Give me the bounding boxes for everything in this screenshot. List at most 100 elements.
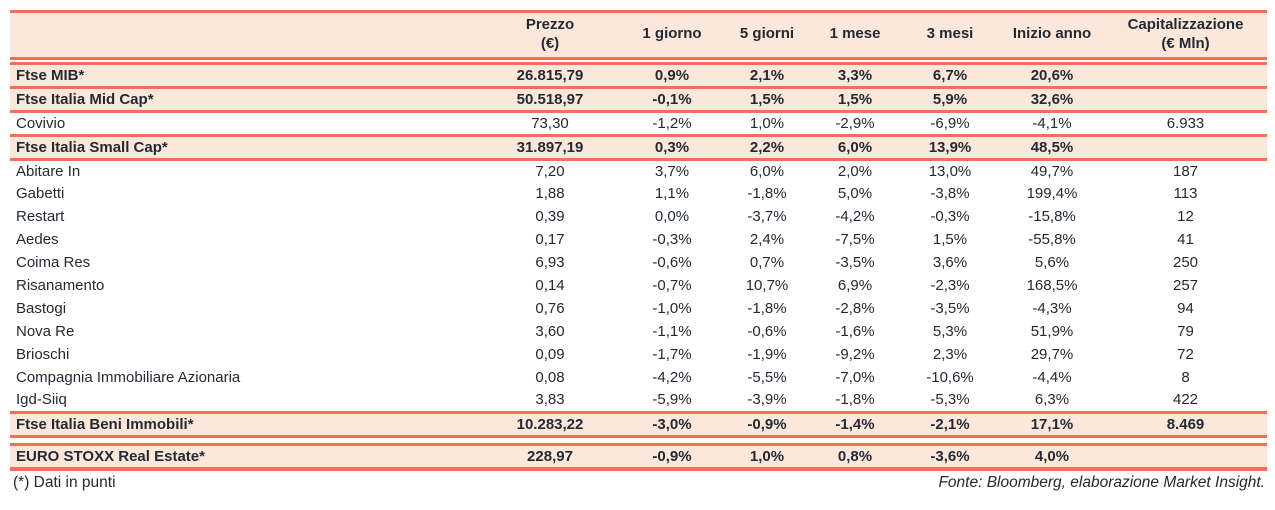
cell-m1: -2,9% bbox=[835, 114, 875, 132]
column-header-sublabel: (€ Mln) bbox=[1161, 34, 1210, 52]
cell-m1: 6,9% bbox=[837, 277, 873, 294]
cell-cap: 94 bbox=[1177, 300, 1194, 317]
cell-name: Brioschi bbox=[16, 346, 70, 363]
stock-row: Aedes 0,17 -0,3% 2,4% -7,5% 1,5% -55,8% 41 bbox=[10, 228, 1267, 251]
cell-cap: 12 bbox=[1177, 208, 1194, 225]
cell-g5: 1,0% bbox=[749, 114, 785, 132]
cell-prezzo: 0,17 bbox=[535, 231, 565, 248]
cell-m3: -3,5% bbox=[930, 300, 970, 317]
cell-name: Igd-Siiq bbox=[16, 391, 67, 409]
cell-m3: 5,3% bbox=[932, 323, 968, 340]
cell-prezzo: 1,88 bbox=[535, 185, 565, 202]
column-header-5-giorni: 5 giorni bbox=[724, 12, 810, 59]
column-header-label: 1 giorno bbox=[642, 25, 702, 43]
cell-name: Ftse MIB* bbox=[16, 66, 85, 84]
cell-m3: 13,0% bbox=[928, 162, 972, 180]
cell-cap bbox=[1104, 444, 1267, 469]
cell-g1: 1,1% bbox=[654, 185, 690, 202]
cell-m1: -1,6% bbox=[835, 323, 875, 340]
column-header-label: 5 giorni bbox=[739, 25, 795, 43]
cell-m1: 0,8% bbox=[837, 447, 873, 465]
cell-g1: -1,0% bbox=[652, 300, 692, 317]
cell-ytd: 20,6% bbox=[1030, 66, 1074, 84]
cell-m3: 2,3% bbox=[932, 346, 968, 363]
cell-m1: 2,0% bbox=[837, 162, 873, 180]
cell-m3: 6,7% bbox=[932, 66, 968, 84]
cell-prezzo: 50.518,97 bbox=[516, 90, 584, 108]
cell-g1: -0,1% bbox=[652, 90, 692, 108]
cell-m3: -2,3% bbox=[930, 277, 970, 294]
stock-row: Abitare In 7,20 3,7% 6,0% 2,0% 13,0% 49,7% 187 bbox=[10, 159, 1267, 182]
header-spacer bbox=[10, 58, 1267, 63]
column-header-capitalizzazione: Capitalizzazione (€ Mln) bbox=[1104, 12, 1267, 59]
cell-g5: -1,8% bbox=[747, 300, 787, 317]
cell-cap: 113 bbox=[1173, 185, 1198, 202]
cell-m3: -3,8% bbox=[930, 185, 970, 202]
cell-g5: 10,7% bbox=[745, 277, 789, 294]
cell-prezzo: 0,39 bbox=[535, 208, 565, 225]
cell-m3: -2,1% bbox=[930, 415, 970, 433]
source-attribution: Fonte: Bloomberg, elaborazione Market In… bbox=[938, 473, 1265, 491]
cell-name: EURO STOXX Real Estate* bbox=[16, 447, 205, 465]
cell-m1: 5,0% bbox=[837, 185, 873, 202]
cell-m3: 5,9% bbox=[932, 90, 968, 108]
stock-row: Risanamento 0,14 -0,7% 10,7% 6,9% -2,3% 168,5%… bbox=[10, 274, 1267, 297]
stock-row: Brioschi 0,09 -1,7% -1,9% -9,2% 2,3% 29,7% 72 bbox=[10, 343, 1267, 366]
column-header-inizio-anno: Inizio anno bbox=[1000, 12, 1104, 59]
index-row: Ftse Italia Beni Immobili* 10.283,22 -3,0%… bbox=[10, 412, 1267, 436]
cell-prezzo: 3,60 bbox=[535, 323, 565, 340]
cell-m1: 3,3% bbox=[837, 66, 873, 84]
cell-g5: 2,1% bbox=[749, 66, 785, 84]
cell-cap bbox=[1104, 87, 1267, 111]
cell-prezzo: 10.283,22 bbox=[516, 415, 584, 433]
cell-ytd: 49,7% bbox=[1030, 162, 1074, 180]
cell-m1: -1,4% bbox=[835, 415, 875, 433]
cell-m3: 1,5% bbox=[932, 231, 968, 248]
cell-name: Ftse Italia Mid Cap* bbox=[16, 90, 154, 108]
cell-name: Risanamento bbox=[16, 277, 105, 294]
cell-m1: -2,8% bbox=[835, 300, 875, 317]
cell-cap: 72 bbox=[1177, 346, 1194, 363]
cell-ytd: 17,1% bbox=[1030, 415, 1074, 433]
cell-prezzo: 0,09 bbox=[535, 346, 565, 363]
column-header-prezzo: Prezzo (€) bbox=[480, 12, 620, 59]
cell-g1: 3,7% bbox=[654, 162, 690, 180]
cell-name: Compagnia Immobiliare Azionaria bbox=[16, 369, 241, 386]
cell-m3: -6,9% bbox=[930, 114, 970, 132]
cell-m1: -7,5% bbox=[835, 231, 875, 248]
cell-g1: 0,9% bbox=[654, 66, 690, 84]
cell-ytd: 4,0% bbox=[1034, 447, 1070, 465]
column-header-sublabel: (€) bbox=[540, 34, 560, 52]
cell-g1: -4,2% bbox=[652, 369, 692, 386]
cell-g5: 2,2% bbox=[749, 138, 785, 156]
cell-g5: 1,0% bbox=[749, 447, 785, 465]
stock-row: Igd-Siiq 3,83 -5,9% -3,9% -1,8% -5,3% 6,3% 422 bbox=[10, 389, 1267, 412]
stock-row: Nova Re 3,60 -1,1% -0,6% -1,6% 5,3% 51,9% 79 bbox=[10, 320, 1267, 343]
column-header-1-giorno: 1 giorno bbox=[620, 12, 724, 59]
cell-name: Ftse Italia Small Cap* bbox=[16, 138, 168, 156]
cell-prezzo: 0,76 bbox=[535, 300, 565, 317]
cell-g5: -3,9% bbox=[747, 391, 787, 409]
index-row: Ftse Italia Mid Cap* 50.518,97 -0,1% 1,5% 1,… bbox=[10, 87, 1267, 111]
cell-ytd: -4,1% bbox=[1032, 114, 1072, 132]
cell-m1: -7,0% bbox=[835, 369, 875, 386]
cell-prezzo: 31.897,19 bbox=[516, 138, 584, 156]
cell-m1: -4,2% bbox=[835, 208, 875, 225]
cell-name: Ftse Italia Beni Immobili* bbox=[16, 415, 194, 433]
market-table-container: Prezzo (€) 1 giorno 5 giorni 1 mese 3 me… bbox=[10, 10, 1267, 471]
cell-cap bbox=[1104, 63, 1267, 87]
column-header-3-mesi: 3 mesi bbox=[900, 12, 1000, 59]
cell-prezzo: 73,30 bbox=[531, 114, 569, 132]
cell-ytd: -4,4% bbox=[1032, 369, 1072, 386]
stock-row: Compagnia Immobiliare Azionaria 0,08 -4,2%… bbox=[10, 366, 1267, 389]
cell-g1: -0,6% bbox=[652, 254, 692, 271]
cell-g1: 0,3% bbox=[654, 138, 690, 156]
cell-ytd: -4,3% bbox=[1032, 300, 1072, 317]
market-table: Prezzo (€) 1 giorno 5 giorni 1 mese 3 me… bbox=[10, 10, 1267, 471]
cell-g5: -1,9% bbox=[747, 346, 787, 363]
cell-cap: 6.933 bbox=[1166, 114, 1205, 132]
cell-name: Nova Re bbox=[16, 323, 75, 340]
points-note: (*) Dati in punti bbox=[13, 473, 116, 491]
cell-name: Abitare In bbox=[16, 162, 81, 180]
